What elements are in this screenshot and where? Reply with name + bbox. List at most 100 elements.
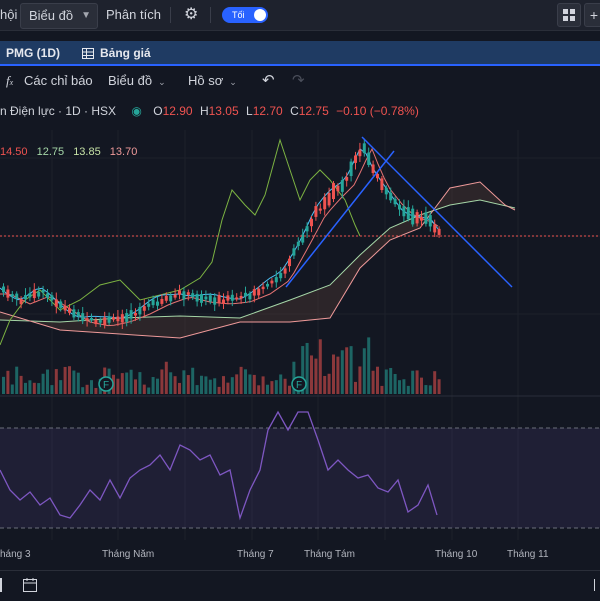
volume-bar	[354, 381, 357, 394]
candle-body	[354, 155, 357, 163]
volume-bar	[2, 376, 5, 394]
volume-bar	[301, 346, 305, 394]
volume-bar	[266, 384, 269, 394]
volume-bar	[138, 372, 142, 394]
volume-bar	[63, 366, 67, 394]
candle-body	[257, 288, 261, 296]
time-axis-label: Tháng Năm	[102, 549, 155, 560]
volume-bar	[59, 380, 63, 394]
volume-bar	[76, 372, 80, 394]
candle-body	[103, 317, 107, 325]
volume-bar	[248, 374, 252, 394]
low-value: 12.70	[252, 104, 283, 118]
candle-body	[15, 293, 19, 300]
volume-bar	[41, 373, 45, 394]
candle-body	[332, 183, 335, 200]
bottom-toolbar	[0, 570, 600, 601]
indicator-value-4: 13.70	[109, 146, 138, 158]
volume-bar	[54, 369, 58, 394]
candle-body	[129, 310, 133, 319]
candle-body	[389, 192, 393, 201]
volume-bar	[349, 346, 353, 394]
volume-bar	[217, 386, 221, 394]
candle-body	[437, 228, 441, 235]
volume-bar	[345, 347, 349, 394]
tab-price-board[interactable]: Bảng giá	[100, 46, 151, 60]
indicator-value-2: 12.75	[36, 146, 65, 158]
high-value: 13.05	[208, 104, 239, 118]
profile-button[interactable]: Hồ sơ ⌄	[188, 66, 237, 96]
volume-bar	[200, 375, 203, 394]
gear-icon[interactable]: ⚙	[184, 6, 199, 23]
candle-body	[239, 295, 243, 299]
time-axis[interactable]: háng 3 Tháng Năm Tháng 7 Tháng Tám Tháng…	[0, 544, 600, 566]
candle-body	[156, 301, 159, 306]
candle-body	[32, 289, 36, 299]
marker-circle	[98, 376, 114, 392]
trendline-up[interactable]	[285, 150, 395, 288]
menu-partial-label[interactable]: hội	[0, 7, 18, 22]
volume-bar	[15, 366, 19, 394]
volume-bar	[116, 378, 120, 394]
price-chart[interactable]: F F	[0, 96, 600, 544]
volume-bar	[173, 376, 177, 394]
volume-bar	[186, 375, 190, 394]
volume-bar	[6, 370, 10, 394]
candle-body	[85, 318, 89, 321]
candle-body	[323, 197, 327, 210]
candle-body	[195, 293, 199, 302]
candle-body	[68, 308, 71, 313]
candle-body	[90, 317, 93, 321]
candle-body	[336, 185, 340, 192]
volume-bar	[305, 342, 309, 394]
volume-bar	[19, 375, 23, 394]
candle-body	[274, 277, 278, 283]
grid-icon[interactable]	[557, 3, 581, 27]
candle-body	[371, 164, 375, 174]
undo-icon[interactable]: ↶	[262, 72, 275, 89]
redo-icon: ↷	[292, 72, 305, 89]
candle-body	[59, 301, 63, 308]
candle-body	[367, 152, 371, 165]
candle-body	[358, 149, 362, 157]
chart-dropdown[interactable]: Biểu đồ ▼	[20, 3, 98, 29]
volume-bar	[292, 361, 296, 394]
tab-symbol[interactable]: PMG (1D)	[6, 46, 60, 60]
calendar-icon[interactable]	[22, 577, 38, 598]
status-dot-icon: ◉	[131, 104, 142, 118]
chart-type-button[interactable]: Biểu đồ ⌄	[108, 66, 166, 96]
candle-body	[301, 234, 305, 243]
candle-body	[107, 316, 111, 323]
analysis-menu[interactable]: Phân tích	[106, 7, 161, 22]
candle-body	[310, 218, 313, 227]
volume-bar	[195, 385, 199, 394]
plus-icon[interactable]: +	[584, 3, 600, 27]
candle-body	[235, 297, 239, 300]
candle-body	[380, 178, 384, 191]
candle-body	[76, 312, 80, 316]
volume-bar	[222, 376, 225, 394]
volume-bar	[191, 367, 195, 394]
volume-bar	[129, 369, 133, 394]
range-icon[interactable]	[0, 578, 6, 592]
volume-bar	[261, 376, 265, 394]
trendline-down[interactable]	[361, 136, 513, 288]
theme-toggle[interactable]: Tối	[222, 7, 268, 23]
candle-body	[252, 289, 256, 296]
volume-bar	[384, 369, 388, 394]
volume-bar	[411, 370, 415, 394]
candle-body	[411, 208, 415, 225]
divider	[210, 7, 211, 23]
volume-bar	[156, 378, 159, 394]
time-axis-label: háng 3	[0, 549, 31, 560]
financial-marker[interactable]: F	[98, 376, 114, 392]
candle-body	[94, 320, 98, 325]
volume-bar	[147, 387, 151, 394]
volume-bar	[10, 384, 14, 394]
indicators-button[interactable]: Các chỉ báo	[24, 73, 93, 88]
time-axis-label: Tháng 7	[237, 549, 274, 560]
volume-bar	[32, 382, 36, 394]
financial-marker[interactable]: F	[291, 376, 307, 392]
volume-bar	[420, 377, 423, 394]
volume-bar	[72, 370, 76, 394]
